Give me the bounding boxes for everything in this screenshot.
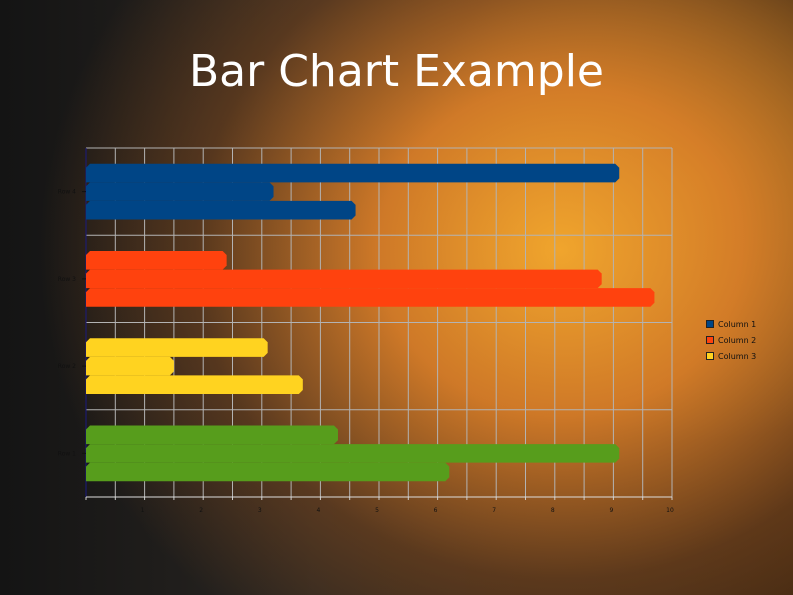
x-tick-label: 10: [666, 507, 674, 514]
bar: [86, 425, 338, 445]
slide-title: Bar Chart Example: [188, 46, 604, 97]
bar: [86, 338, 268, 357]
legend-item: Column 1: [706, 316, 756, 332]
bar: [86, 182, 274, 201]
y-tick-label: Row 2: [58, 363, 76, 370]
legend-swatch: [706, 352, 714, 360]
bar: [86, 288, 655, 307]
x-tick-label: 6: [434, 507, 438, 514]
x-tick-label: 1: [141, 507, 145, 514]
x-tick-label: 9: [609, 507, 613, 514]
x-tick-label: 8: [551, 507, 555, 514]
x-tick-label: 3: [258, 507, 262, 514]
bar: [86, 163, 620, 183]
legend-item: Column 2: [706, 332, 756, 348]
y-tick-label: Row 4: [58, 189, 76, 196]
x-tick-label: 5: [375, 507, 379, 514]
legend: Column 1 Column 2 Column 3: [706, 316, 756, 364]
bar: [86, 356, 174, 376]
x-tick-label: 2: [199, 507, 203, 514]
bar: [86, 444, 620, 463]
legend-label: Column 1: [718, 319, 757, 329]
bar: [86, 200, 356, 220]
legend-label: Column 3: [718, 351, 757, 361]
legend-item: Column 3: [706, 348, 756, 364]
x-tick-label: 7: [492, 507, 496, 514]
y-tick-label: Row 1: [58, 450, 76, 457]
x-tick-label: 4: [316, 507, 320, 514]
legend-label: Column 2: [718, 335, 757, 345]
bar: [86, 269, 602, 289]
bar: [86, 462, 450, 482]
legend-swatch: [706, 320, 714, 328]
bar: [86, 250, 227, 270]
legend-swatch: [706, 336, 714, 344]
bar: [86, 375, 303, 395]
y-tick-label: Row 3: [58, 276, 76, 283]
